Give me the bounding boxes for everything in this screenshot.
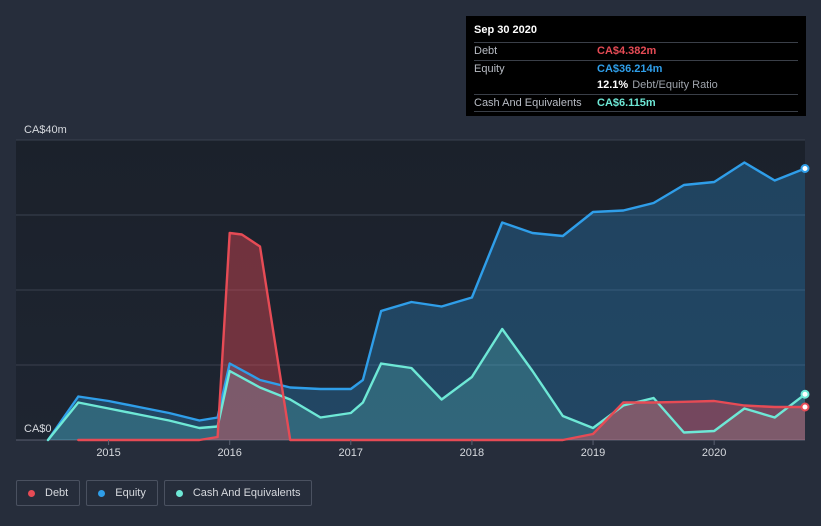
legend-equity-label: Equity (115, 487, 146, 499)
legend-item-debt[interactable]: Debt (16, 480, 81, 506)
tooltip-row-cash: Cash And Equivalents CA$6.115m (474, 93, 798, 112)
tooltip-equity-label: Equity (474, 62, 505, 75)
x-tick-label: 2017 (339, 447, 363, 459)
equity-endpoint[interactable] (800, 164, 810, 173)
cash-dot-icon (175, 489, 183, 497)
tooltip-debt-label: Debt (474, 45, 498, 58)
y-axis-min-label: CA$0 (24, 423, 52, 435)
tooltip-row-equity: Equity CA$36.214m (474, 59, 798, 78)
equity-area (48, 162, 805, 440)
cash-and-equivalents-line (46, 327, 807, 442)
x-tick-label: 2020 (702, 447, 726, 459)
series-endpoints (800, 164, 810, 412)
x-tick-label: 2015 (96, 447, 120, 459)
gridlines (16, 139, 805, 441)
x-tick-label: 2019 (581, 447, 605, 459)
equity-dot-icon (98, 489, 106, 497)
y-axis-max-label: CA$40m (24, 124, 67, 136)
data-tooltip: Sep 30 2020 Debt CA$4.382m Equity CA$36.… (466, 16, 806, 116)
x-tick-label: 2016 (217, 447, 241, 459)
debt-line (77, 231, 807, 442)
tooltip-ratio-value: 12.1% (597, 79, 629, 92)
tooltip-debt-value: CA$4.382m (597, 45, 657, 58)
x-tick-label: 2018 (460, 447, 484, 459)
tooltip-date: Sep 30 2020 (474, 24, 537, 36)
equity-line (46, 161, 807, 442)
debt-dot-icon (28, 489, 35, 497)
tooltip-cash-label: Cash And Equivalents (474, 96, 582, 109)
legend-cash-label: Cash And Equivalents (192, 487, 301, 499)
tooltip-cash-value: CA$6.115m (597, 96, 656, 109)
x-axis-ticks: 2015 2016 2017 2018 2019 2020 (96, 440, 726, 459)
cash-and-equivalents-endpoint[interactable] (800, 389, 810, 399)
chart-legend: Debt Equity Cash And Equivalents (16, 480, 313, 506)
debt-endpoint[interactable] (800, 402, 810, 412)
legend-debt-label: Debt (45, 487, 69, 499)
tooltip-ratio-label: Debt/Equity Ratio (632, 79, 718, 92)
tooltip-row-ratio: 12.1% Debt/Equity Ratio (474, 77, 798, 94)
legend-item-equity[interactable]: Equity (86, 480, 158, 506)
tooltip-row-debt: Debt CA$4.382m (474, 42, 798, 60)
series-lines (46, 161, 807, 442)
legend-item-cash[interactable]: Cash And Equivalents (163, 480, 313, 506)
tooltip-equity-value: CA$36.214m (597, 62, 663, 75)
